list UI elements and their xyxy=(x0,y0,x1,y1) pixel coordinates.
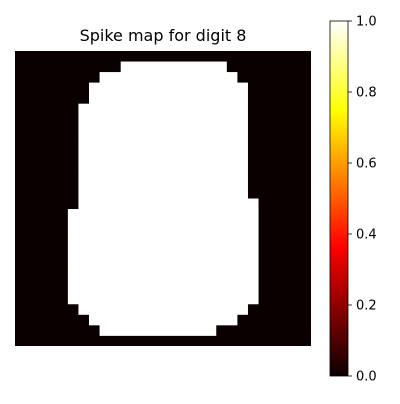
heatmap-row-5 xyxy=(78,103,248,115)
heatmap-row-19 xyxy=(67,251,259,263)
heatmap-row-26 xyxy=(99,324,217,336)
heatmap-row-24 xyxy=(78,303,248,315)
colorbar-gradient xyxy=(329,20,349,377)
colorbar-tick-label: 0.4 xyxy=(356,228,377,243)
heatmap-row-9 xyxy=(78,145,248,157)
colorbar-tick-label: 1.0 xyxy=(356,15,377,30)
heatmap-row-7 xyxy=(78,124,248,136)
colorbar-tick-label: 0.2 xyxy=(356,299,377,314)
heatmap-row-20 xyxy=(67,261,259,273)
heatmap-row-25 xyxy=(89,314,238,326)
colorbar-tick-label: 0.8 xyxy=(356,86,377,101)
heatmap-row-16 xyxy=(67,219,259,231)
heatmap-row-10 xyxy=(78,156,248,168)
heatmap-row-13 xyxy=(78,187,248,199)
heatmap-row-1 xyxy=(120,61,227,73)
heatmap-row-17 xyxy=(67,230,259,242)
chart-title: Spike map for digit 8 xyxy=(79,26,247,45)
heatmap-row-18 xyxy=(67,240,259,252)
heatmap-row-21 xyxy=(67,272,259,284)
heatmap-row-23 xyxy=(67,293,259,305)
colorbar xyxy=(329,20,349,377)
heatmap-row-22 xyxy=(67,282,259,294)
colorbar-tick-label: 0.0 xyxy=(356,370,377,385)
heatmap-row-2 xyxy=(99,72,238,84)
heatmap-grid xyxy=(15,51,311,346)
heatmap-row-14 xyxy=(78,198,259,210)
heatmap-row-8 xyxy=(78,135,248,147)
heatmap-row-6 xyxy=(78,114,248,126)
heatmap-row-15 xyxy=(67,209,259,220)
heatmap-row-3 xyxy=(89,82,248,94)
colorbar-tick-label: 0.6 xyxy=(356,157,377,172)
heatmap-row-11 xyxy=(78,166,248,178)
heatmap-row-4 xyxy=(89,93,248,105)
heatmap-row-12 xyxy=(78,177,248,189)
colorbar-ticks: 0.0 0.2 0.4 0.6 0.8 1.0 xyxy=(348,15,377,385)
